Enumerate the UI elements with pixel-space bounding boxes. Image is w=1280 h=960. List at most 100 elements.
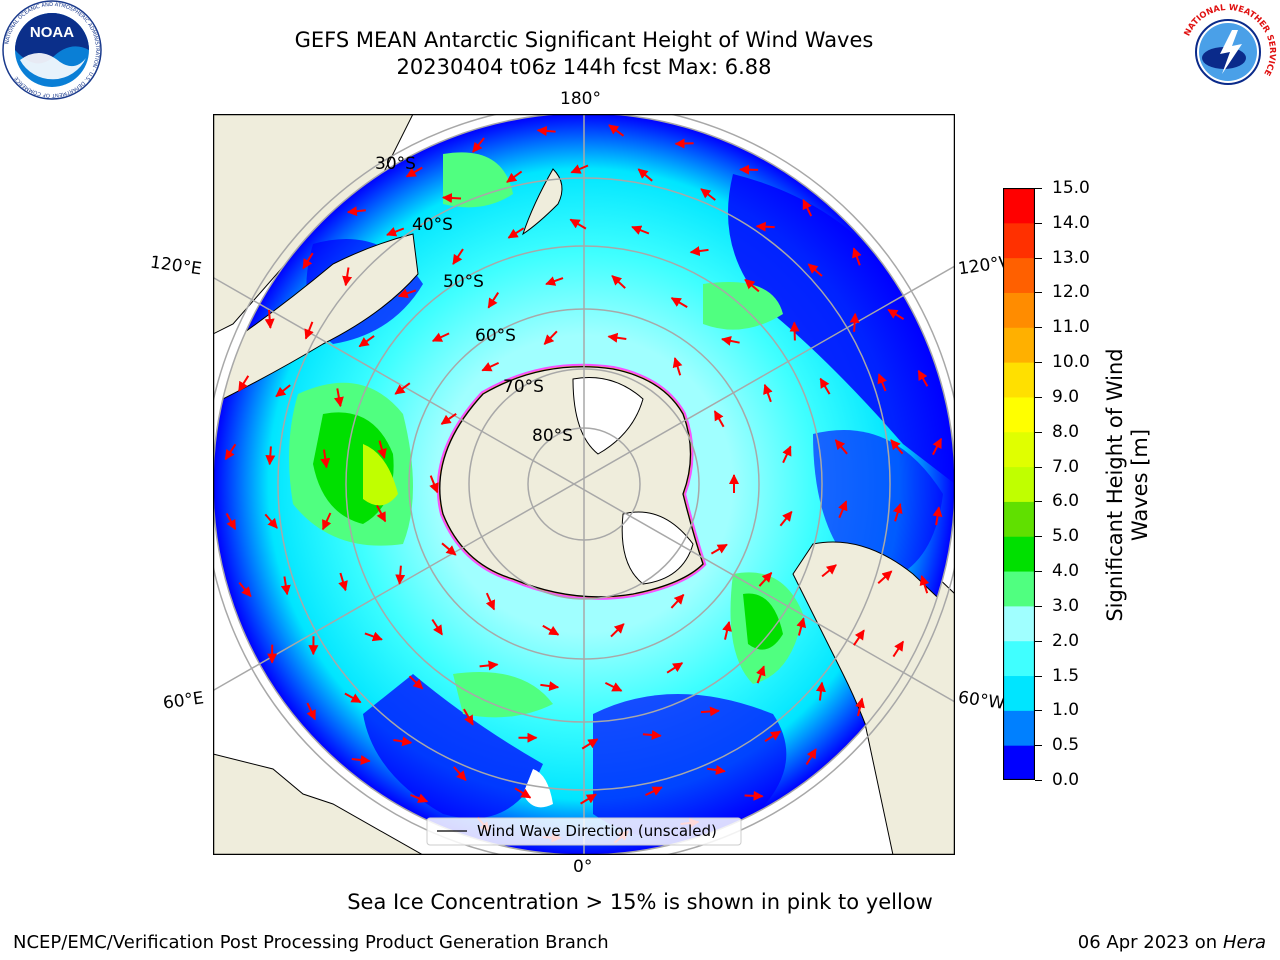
colorbar-tick-label: 4.0 [1052, 561, 1080, 582]
colorbar-cell [1003, 605, 1035, 642]
wind-arrow [275, 384, 291, 398]
wind-arrow [821, 564, 837, 578]
colorbar-cell [1003, 536, 1035, 572]
colorbar-tick-mark [1035, 710, 1042, 712]
wind-arrow [543, 330, 558, 345]
map-legend: Wind Wave Direction (unscaled) [426, 817, 742, 846]
wind-arrow [700, 188, 716, 201]
colorbar-cell [1003, 327, 1035, 363]
wind-arrow [302, 252, 314, 270]
colorbar-tick-label: 2.0 [1052, 630, 1080, 651]
colorbar-tick-mark [1035, 327, 1042, 329]
colorbar-tick-label: 10.0 [1052, 352, 1090, 373]
wind-arrow [487, 292, 500, 309]
wind-arrow [333, 388, 344, 408]
wind-arrow [405, 166, 423, 178]
wind-arrow [358, 335, 375, 348]
wind-arrow [264, 513, 278, 529]
colorbar-tick-mark [1035, 605, 1042, 607]
wind-arrow [472, 137, 485, 153]
wind-arrow [672, 357, 683, 376]
wind-arrow [700, 706, 720, 717]
colorbar-tick-mark [1035, 466, 1042, 468]
wind-arrow [807, 263, 823, 277]
wind-arrow [756, 665, 766, 684]
wind-arrow [782, 445, 792, 464]
wind-arrow [689, 246, 709, 257]
nws-logo: NATIONAL WEATHER SERVICE [1179, 2, 1278, 100]
lat-label-60s: 60°S [475, 326, 516, 346]
colorbar-cell [1003, 501, 1035, 537]
wind-arrow [849, 312, 860, 332]
wind-arrow [238, 581, 252, 598]
wind-arrow [342, 267, 353, 287]
wind-arrow [394, 382, 411, 395]
wind-arrow [506, 170, 523, 183]
wind-arrow [852, 247, 862, 266]
colorbar-cell [1003, 188, 1035, 224]
colorbar-cell [1003, 222, 1035, 259]
wind-arrow [304, 321, 314, 340]
colorbar-cell [1003, 571, 1035, 607]
wind-arrow [452, 248, 464, 265]
wind-arrow [722, 621, 732, 640]
wind-arrow [224, 443, 237, 461]
wind-arrow [838, 500, 848, 519]
lat-label-40s: 40°S [412, 215, 453, 235]
lat-label-80s: 80°S [532, 426, 573, 446]
colorbar-tick-mark [1035, 536, 1042, 538]
wind-arrow [855, 697, 865, 717]
wind-arrow [441, 542, 457, 556]
colorbar-cell [1003, 710, 1035, 746]
wind-arrow [779, 510, 793, 527]
wind-arrow [666, 662, 684, 674]
colorbar-tick-mark [1035, 431, 1042, 433]
polar-map: 30°S 40°S 50°S 60°S 70°S 80°S Wind Wave … [213, 114, 955, 855]
wind-arrow [607, 332, 627, 343]
colorbar [1003, 188, 1035, 780]
colorbar-tick-label: 6.0 [1052, 491, 1080, 512]
wind-arrow [834, 439, 848, 455]
wind-arrow [755, 221, 775, 232]
wind-arrow [890, 439, 904, 455]
colorbar-tick-mark [1035, 501, 1042, 503]
wind-arrow [225, 513, 237, 531]
noaa-logo: NOAA NATIONAL OCEANIC AND ATMOSPHERIC AD… [2, 0, 102, 100]
wind-arrow [674, 138, 694, 149]
colorbar-tick-mark [1035, 640, 1042, 642]
lat-label-70s: 70°S [503, 377, 544, 397]
wind-arrow [346, 206, 366, 217]
colorbar-cell [1003, 675, 1035, 711]
wind-arrow [410, 793, 429, 803]
wind-arrow [306, 702, 316, 721]
noaa-wordmark: NOAA [30, 24, 74, 41]
wind-arrow [429, 475, 439, 494]
wind-arrow [919, 575, 930, 594]
chart-subtitle: 20230404 t06z 144h fcst Max: 6.88 [396, 55, 772, 79]
wind-arrow [631, 225, 650, 235]
wind-arrow [280, 576, 291, 596]
wind-arrow [377, 440, 387, 459]
sea-ice-note: Sea Ice Concentration > 15% is shown in … [347, 890, 933, 914]
colorbar-tick-mark [1035, 188, 1042, 189]
wind-arrow [321, 512, 332, 531]
colorbar-tick-mark [1035, 222, 1042, 224]
wind-arrow [917, 369, 929, 387]
colorbar-tick-label: 14.0 [1052, 212, 1090, 233]
wind-arrow [789, 321, 800, 341]
wind-arrow [710, 543, 728, 555]
wind-arrow [932, 506, 943, 526]
wind-arrow [608, 124, 625, 137]
lon-label-120w: 120°W [956, 252, 1010, 280]
lon-label-120e: 120°E [148, 252, 203, 280]
colorbar-tick-label: 8.0 [1052, 421, 1080, 442]
wind-arrow [805, 748, 817, 766]
wind-arrow [892, 640, 905, 658]
wind-arrow [713, 410, 725, 428]
wind-arrow [540, 681, 560, 692]
colorbar-tick-label: 9.0 [1052, 386, 1080, 407]
colorbar-cell [1003, 292, 1035, 328]
colorbar-cell [1003, 396, 1035, 433]
colorbar-tick-label: 5.0 [1052, 526, 1080, 547]
wind-arrow [815, 681, 826, 701]
